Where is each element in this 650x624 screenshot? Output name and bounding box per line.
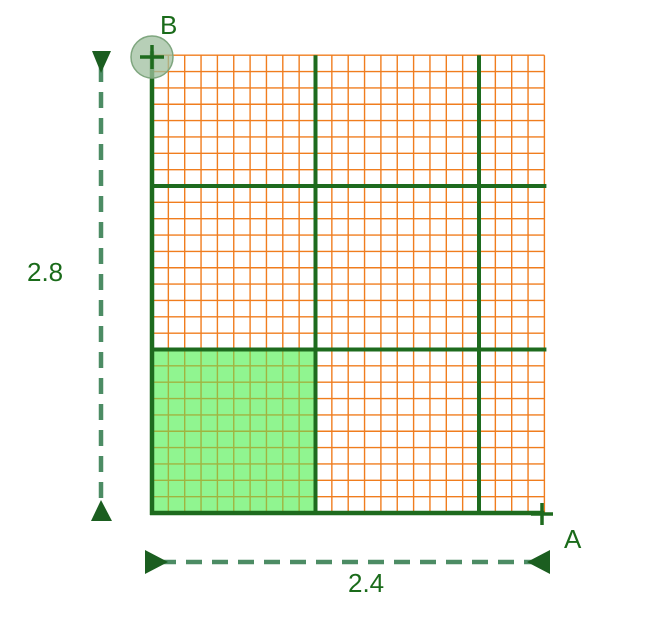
height-value-label: 2.8	[27, 257, 63, 287]
width-value-label: 2.4	[348, 568, 384, 598]
point-a-label: A	[564, 524, 582, 554]
width-arrow-left-icon	[145, 550, 168, 574]
height-arrow-top-icon	[92, 51, 111, 73]
point-b-crosshair-icon[interactable]	[140, 45, 164, 69]
major-grid	[149, 51, 547, 516]
height-arrow-bottom-icon	[91, 500, 112, 521]
width-arrow-right-icon	[527, 550, 550, 574]
point-b-label: B	[160, 10, 177, 40]
point-a-crosshair-icon[interactable]	[531, 503, 553, 525]
highlighted-region-grid	[152, 349, 316, 513]
